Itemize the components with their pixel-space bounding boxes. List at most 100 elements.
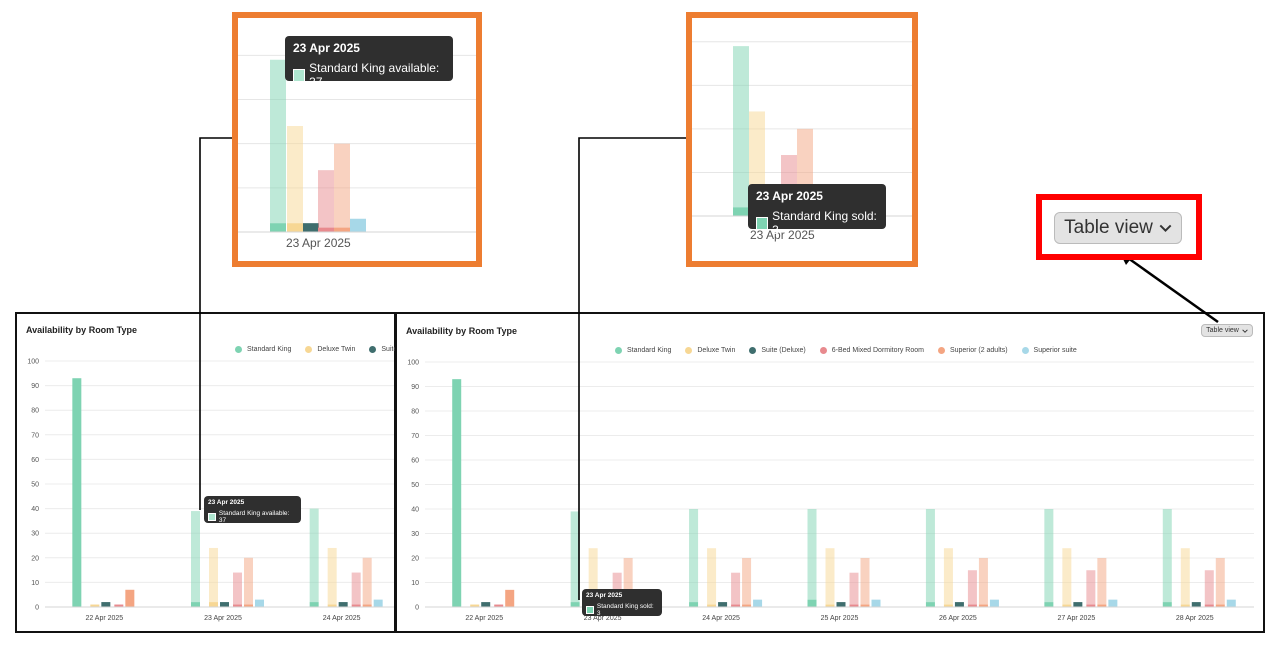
- bar-available: [1162, 509, 1172, 603]
- bar-sold: [255, 599, 264, 607]
- zoom-inset-right: 23 Apr 2025 23 Apr 2025 Standard King so…: [686, 12, 918, 267]
- bar-sold: [978, 604, 988, 607]
- bar-available: [1215, 558, 1225, 605]
- bar-available: [1062, 548, 1072, 605]
- bar-sold: [733, 207, 749, 216]
- bar-available: [978, 558, 988, 605]
- bar-available: [1097, 558, 1107, 605]
- bar-sold: [309, 602, 319, 607]
- table-view-button[interactable]: Table view: [1201, 324, 1253, 337]
- x-tick-label: 23 Apr 2025: [204, 615, 242, 622]
- bar-available: [1086, 570, 1096, 605]
- bar-sold: [327, 604, 337, 607]
- bar-sold: [1162, 602, 1172, 607]
- bar-available: [749, 111, 765, 208]
- bar-available: [849, 572, 859, 605]
- panel-title: Availability by Room Type: [406, 326, 518, 336]
- bar-available: [860, 558, 870, 605]
- bar-available: [967, 570, 977, 605]
- x-tick-label: 24 Apr 2025: [323, 615, 361, 622]
- y-tick-label: 90: [411, 384, 419, 391]
- bar-available: [318, 170, 334, 228]
- swatch-icon: [208, 513, 216, 521]
- bar-sold: [836, 602, 846, 607]
- bar-sold: [334, 227, 350, 232]
- legend-dot-icon: [819, 347, 827, 354]
- legend-item[interactable]: Suite (Deluxe): [749, 347, 806, 354]
- bar-sold: [1215, 604, 1225, 607]
- bar-sold: [570, 602, 580, 607]
- bar-chart-small: 0 10 20 30 40 50 60 70 80 90 100 22 Apr 2025 23 Apr …: [27, 359, 394, 622]
- bar-sold: [373, 599, 383, 607]
- y-tick-label: 90: [31, 383, 39, 390]
- y-tick-label: 80: [31, 408, 39, 415]
- bar-sold: [718, 602, 728, 607]
- table-view-button-zoomed[interactable]: Table view: [1054, 212, 1182, 244]
- bar-sold: [1180, 604, 1190, 607]
- chart-tooltip: 23 Apr 2025 Standard King available: 37: [285, 36, 453, 89]
- chevron-down-icon: [1242, 328, 1248, 333]
- bar-available: [707, 548, 717, 605]
- bar-sold: [731, 604, 741, 607]
- bar-sold: [989, 599, 999, 607]
- bar-sold: [825, 604, 835, 607]
- bar-sold: [943, 604, 953, 607]
- bar-available: [570, 511, 580, 603]
- bar-sold: [1073, 602, 1083, 607]
- y-tick-label: 40: [31, 506, 39, 513]
- bar-sold: [125, 589, 135, 607]
- x-tick-label: 22 Apr 2025: [85, 615, 123, 622]
- bar-available: [191, 511, 200, 603]
- bar-sold: [338, 602, 348, 607]
- y-tick-label: 10: [31, 580, 39, 587]
- bar-sold: [1062, 604, 1072, 607]
- bar-available: [733, 46, 749, 208]
- bar-sold: [967, 604, 977, 607]
- bar-sold: [1204, 604, 1214, 607]
- y-tick-label: 60: [411, 458, 419, 465]
- chart-panel-large: Availability by Room Type Table view Sta…: [395, 312, 1265, 633]
- legend-dot-icon: [305, 346, 313, 353]
- x-tick-label: 25 Apr 2025: [821, 615, 859, 622]
- chart-tooltip: 23 Apr 2025 Standard King sold: 3: [582, 589, 662, 617]
- bar-sold: [505, 589, 515, 607]
- bar-available: [825, 548, 835, 605]
- y-tick-label: 70: [411, 433, 419, 440]
- legend-item[interactable]: Standard King: [235, 346, 291, 353]
- bar-sold: [1086, 604, 1096, 607]
- bar-sold: [287, 223, 303, 232]
- bar-available: [287, 126, 303, 224]
- legend-item[interactable]: Superior (2 adults): [937, 347, 1008, 354]
- bar-available: [452, 379, 462, 607]
- legend-item[interactable]: 6-Bed Mixed Dormitory Room: [819, 347, 924, 354]
- bar-sold: [742, 604, 752, 607]
- y-tick-label: 40: [411, 507, 419, 514]
- chart-tooltip: 23 Apr 2025 Standard King sold: 3: [748, 184, 886, 237]
- bar-sold: [220, 602, 229, 607]
- legend-item[interactable]: Deluxe Twin: [305, 346, 355, 353]
- bar-sold: [1044, 602, 1054, 607]
- y-tick-label: 60: [31, 457, 39, 464]
- bar-sold: [244, 604, 253, 607]
- x-tick-label: 23 Apr 2025: [584, 615, 622, 622]
- bar-sold: [351, 604, 361, 607]
- y-tick-label: 20: [31, 555, 39, 562]
- bar-available: [309, 508, 319, 603]
- bar-sold: [807, 599, 817, 607]
- x-axis-label: 23 Apr 2025: [750, 228, 815, 242]
- bar-sold: [707, 604, 717, 607]
- legend-item[interactable]: Superior suite: [1021, 347, 1077, 354]
- y-tick-label: 30: [31, 531, 39, 538]
- y-tick-label: 0: [415, 605, 419, 612]
- swatch-icon: [293, 68, 306, 82]
- bar-sold: [1226, 599, 1236, 607]
- bar-sold: [209, 602, 218, 607]
- x-tick-label: 27 Apr 2025: [1057, 615, 1095, 622]
- bar-available: [1180, 548, 1190, 605]
- y-tick-label: 50: [411, 482, 419, 489]
- bar-sold: [470, 604, 480, 607]
- bar-sold: [1097, 604, 1107, 607]
- y-tick-label: 100: [27, 359, 39, 366]
- bar-sold: [925, 602, 935, 607]
- bar-sold: [318, 227, 334, 232]
